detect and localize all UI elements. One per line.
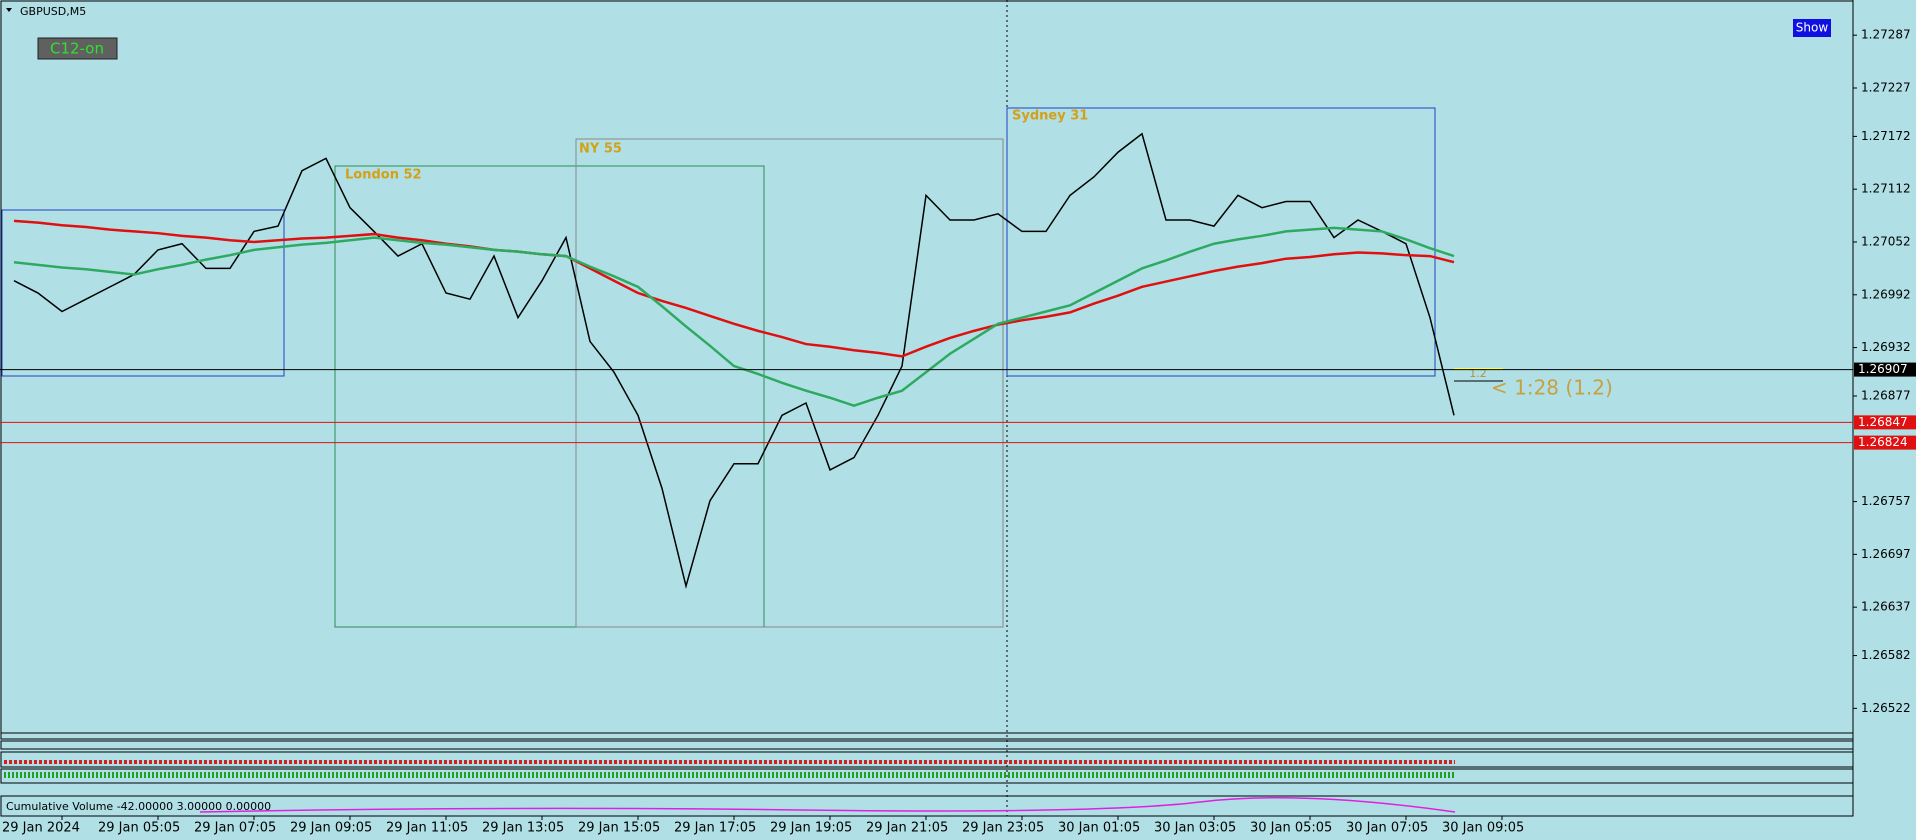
price-tag-label: 1.26824	[1858, 435, 1908, 449]
x-tick-label: 29 Jan 23:05	[962, 821, 1044, 836]
menu-icon	[6, 8, 12, 12]
x-tick-label: 29 Jan 19:05	[770, 821, 852, 836]
show-button[interactable]	[1793, 19, 1831, 37]
price-tag-label: 1.26847	[1858, 415, 1908, 429]
y-tick-label: 1.27227	[1861, 80, 1911, 94]
x-tick-label: 30 Jan 01:05	[1058, 821, 1140, 836]
x-tick-label: 29 Jan 2024	[2, 821, 80, 836]
x-tick-label: 30 Jan 05:05	[1250, 821, 1332, 836]
x-tick-label: 29 Jan 13:05	[482, 821, 564, 836]
indicator-label: Cumulative Volume -42.00000 3.00000 0.00…	[6, 800, 271, 813]
y-tick-label: 1.26992	[1861, 287, 1911, 301]
y-tick-label: 1.27112	[1861, 182, 1911, 196]
price-tag-label: 1.26907	[1858, 362, 1908, 376]
y-tick-label: 1.26697	[1861, 547, 1911, 561]
cum-volume-line	[199, 797, 1456, 813]
x-tick-label: 30 Jan 03:05	[1154, 821, 1236, 836]
series-line	[13, 226, 1455, 407]
y-tick-label: 1.26582	[1861, 648, 1911, 662]
y-tick-label: 1.27052	[1861, 234, 1911, 248]
x-tick-label: 29 Jan 05:05	[98, 821, 180, 836]
session-label: NY 55	[579, 142, 622, 157]
x-tick-label: 29 Jan 09:05	[290, 821, 372, 836]
badge: C12-on	[50, 40, 104, 58]
annotation: < 1:28 (1.2)	[1491, 376, 1613, 400]
session-box	[575, 138, 1004, 628]
price-tag	[1854, 362, 1916, 377]
y-tick-label: 1.26522	[1861, 701, 1911, 715]
y-tick-label: 1.27172	[1861, 129, 1911, 143]
price-tag	[1854, 435, 1916, 450]
series-line	[13, 219, 1455, 358]
x-tick-label: 30 Jan 07:05	[1346, 821, 1428, 836]
show-label[interactable]: Show	[1796, 21, 1829, 35]
x-tick-label: 29 Jan 21:05	[866, 821, 948, 836]
y-tick-label: 1.26637	[1861, 600, 1911, 614]
x-tick-label: 29 Jan 17:05	[674, 821, 756, 836]
session-box	[334, 165, 765, 628]
series-line	[13, 132, 1455, 589]
symbol: GBPUSD,M5	[20, 5, 86, 18]
session-box	[1, 209, 285, 377]
y-tick-label: 1.26932	[1861, 340, 1911, 354]
ratio: 1.2	[1469, 367, 1487, 380]
y-tick-label: 1.26877	[1861, 388, 1911, 402]
y-tick-label: 1.27287	[1861, 28, 1911, 42]
price-tag	[1854, 415, 1916, 430]
session-box	[1006, 107, 1436, 377]
x-tick-label: 29 Jan 07:05	[194, 821, 276, 836]
session-label: Sydney 31	[1012, 109, 1088, 124]
x-tick-label: 30 Jan 09:05	[1442, 821, 1524, 836]
x-tick-label: 29 Jan 11:05	[386, 821, 468, 836]
session-label: London 52	[345, 168, 422, 183]
x-tick-label: 29 Jan 15:05	[578, 821, 660, 836]
y-tick-label: 1.26757	[1861, 494, 1911, 508]
badge-bg	[37, 37, 118, 60]
